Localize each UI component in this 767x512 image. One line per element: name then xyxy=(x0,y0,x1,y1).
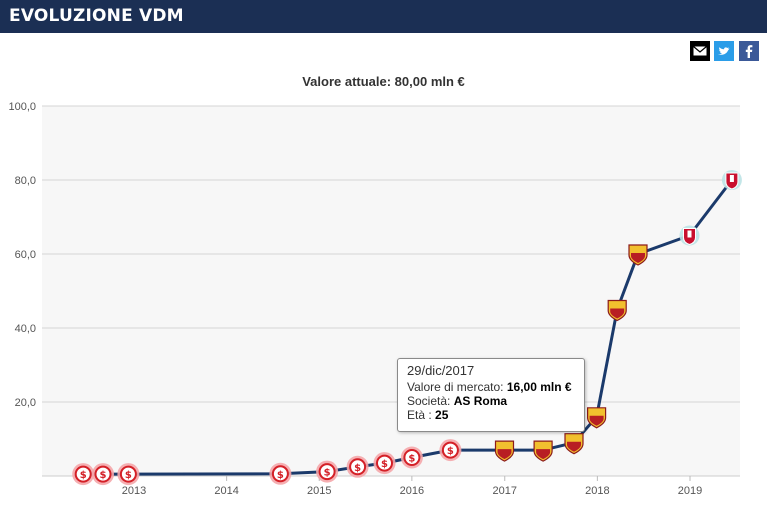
svg-text:$: $ xyxy=(100,470,107,481)
data-point[interactable]: $ xyxy=(346,455,369,478)
y-tick-label: 20,0 xyxy=(15,397,36,409)
data-point[interactable]: $ xyxy=(400,446,423,469)
x-tick-label: 2018 xyxy=(585,485,609,497)
y-tick-label: 100,0 xyxy=(8,101,36,113)
data-point[interactable] xyxy=(533,440,553,462)
data-point[interactable] xyxy=(628,244,648,266)
data-point[interactable]: $ xyxy=(373,452,396,475)
data-point[interactable]: $ xyxy=(439,439,462,462)
chart-title: Valore attuale: 80,00 mln € xyxy=(302,74,465,89)
y-tick-label: 80,0 xyxy=(15,175,36,187)
x-tick-label: 2016 xyxy=(400,485,424,497)
email-share-button[interactable] xyxy=(690,41,710,61)
tooltip-value: 16,00 mln € xyxy=(506,380,572,394)
data-point[interactable] xyxy=(607,299,627,322)
y-tick-label: 60,0 xyxy=(15,249,36,261)
svg-text:$: $ xyxy=(381,459,388,470)
x-tick-label: 2013 xyxy=(122,485,146,497)
facebook-icon xyxy=(745,45,753,58)
data-point[interactable] xyxy=(564,433,584,455)
data-point[interactable] xyxy=(679,225,700,246)
svg-text:$: $ xyxy=(125,470,132,481)
chart-tooltip: 29/dic/2017 Valore di mercato: 16,00 mln… xyxy=(397,358,585,432)
data-point[interactable] xyxy=(721,170,742,190)
tooltip-club-row: Società: AS Roma xyxy=(407,394,584,408)
data-point[interactable]: $ xyxy=(269,462,292,485)
tooltip-age-row: Età : 25 xyxy=(407,408,584,422)
x-tick-label: 2014 xyxy=(214,485,238,497)
tooltip-club: AS Roma xyxy=(453,394,508,408)
svg-text:$: $ xyxy=(447,446,454,457)
tooltip-age: 25 xyxy=(435,408,449,422)
svg-text:$: $ xyxy=(324,468,331,479)
tooltip-value-row: Valore di mercato: 16,00 mln € xyxy=(407,380,584,394)
tooltip-age-label: Età : xyxy=(407,408,432,422)
tooltip-value-label: Valore di mercato: xyxy=(407,380,504,394)
section-title: EVOLUZIONE VDM xyxy=(9,6,184,26)
x-tick-label: 2019 xyxy=(678,485,702,497)
data-point[interactable]: $ xyxy=(117,463,140,486)
data-point[interactable]: $ xyxy=(316,460,339,483)
data-point[interactable] xyxy=(586,407,607,429)
email-icon xyxy=(693,46,707,56)
data-point[interactable]: $ xyxy=(92,463,114,486)
svg-text:$: $ xyxy=(80,470,87,481)
plot-area xyxy=(42,106,740,476)
svg-text:$: $ xyxy=(408,454,415,465)
y-tick-label: 40,0 xyxy=(15,323,36,335)
data-point[interactable]: $ xyxy=(72,463,95,486)
x-tick-label: 2017 xyxy=(493,485,517,497)
x-tick-label: 2015 xyxy=(307,485,331,497)
twitter-share-button[interactable] xyxy=(714,41,734,61)
svg-text:$: $ xyxy=(277,470,284,481)
facebook-share-button[interactable] xyxy=(739,41,759,61)
tooltip-club-label: Società: xyxy=(407,394,451,408)
section-header: EVOLUZIONE VDM xyxy=(0,0,767,33)
data-point[interactable] xyxy=(494,440,515,462)
tooltip-date: 29/dic/2017 xyxy=(407,363,475,378)
twitter-icon xyxy=(718,47,730,55)
svg-text:$: $ xyxy=(354,463,361,474)
